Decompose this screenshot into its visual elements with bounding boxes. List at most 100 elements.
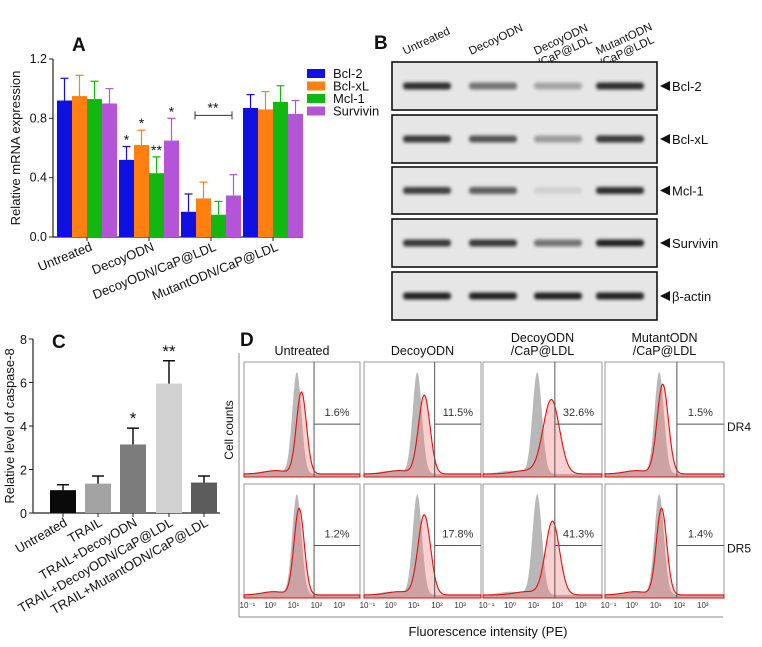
protein-band [469, 239, 517, 247]
protein-band [596, 292, 644, 300]
protein-label: Mcl-1 [672, 184, 704, 199]
sample-histogram [482, 520, 603, 599]
significance-star: ** [208, 99, 219, 115]
bar [149, 173, 164, 237]
gate-percentage: 17.8% [442, 529, 473, 541]
significance-star: ** [151, 142, 162, 158]
sample-histogram [604, 383, 725, 478]
gate-percentage: 1.2% [324, 529, 349, 541]
significance-star: * [124, 132, 130, 148]
histogram-plot: 1.6% [243, 361, 361, 478]
gate-percentage: 11.5% [443, 407, 474, 419]
control-histogram [483, 494, 602, 598]
control-histogram [605, 494, 724, 598]
y-tick-label: 8 [20, 333, 27, 347]
panel-label-b: B [374, 33, 388, 54]
protein-band [596, 239, 644, 247]
bar [85, 483, 111, 513]
y-tick-label: 0 [20, 507, 27, 521]
protein-band [403, 135, 451, 143]
protein-band [403, 239, 451, 247]
sample-histogram [243, 507, 361, 599]
protein-band [469, 187, 517, 194]
y-tick-label: 2 [20, 464, 27, 478]
control-histogram [364, 372, 481, 477]
protein-label: Bcl-xL [672, 132, 708, 147]
row-label: DR5 [727, 541, 751, 555]
bar [156, 383, 182, 513]
x-tick-label: 10⁰ [264, 601, 276, 610]
gate-percentage: 41.3% [563, 529, 594, 541]
y-tick-label: 0.0 [30, 230, 47, 244]
bar [57, 100, 72, 238]
sample-histogram [243, 391, 361, 478]
control-histogram [244, 372, 360, 477]
bar [211, 214, 226, 237]
significance-star: * [169, 103, 175, 119]
panel-label-c: C [52, 332, 66, 353]
column-title: DecoyODN [391, 344, 454, 358]
y-tick-label: 1.2 [30, 52, 47, 66]
x-tick-label: 10² [551, 601, 563, 610]
sample-histogram [482, 398, 603, 478]
bar [181, 211, 196, 237]
column-title: /CaP@LDL [633, 344, 696, 358]
significance-star: * [130, 409, 137, 428]
column-title: Untreated [275, 344, 330, 358]
panel-b-western-blot: B Untreated DecoyODN DecoyODN/CaP@LDL Mutant… [374, 21, 718, 321]
x-tick-label: 10⁰ [504, 601, 516, 610]
x-tick-label: 10¹ [408, 601, 420, 610]
histogram-plot: 41.3% [482, 483, 603, 599]
gate-percentage: 32.6% [563, 407, 594, 419]
x-tick-label: 10² [673, 601, 685, 610]
legend-label: Bcl-2 [333, 66, 363, 81]
protein-label: Survivin [672, 236, 718, 251]
legend-label: Mcl-1 [333, 91, 365, 106]
protein-band [469, 292, 517, 300]
histogram-plot: 1.4% [604, 483, 725, 599]
y-axis-label: Relative mRNA expression [8, 71, 23, 226]
protein-band [403, 187, 451, 194]
protein-band [469, 82, 517, 90]
panel-a: A 0.0 0.4 0.8 1.2 Relative mRNA expression Unt… [8, 35, 379, 303]
histogram-plot: 11.5% [363, 361, 482, 478]
arrowhead-icon [660, 81, 670, 91]
control-histogram [605, 372, 724, 477]
significance-star: * [139, 115, 145, 131]
arrowhead-icon [660, 291, 670, 301]
control-histogram [364, 494, 481, 598]
lane-label: DecoyODN [467, 22, 525, 57]
protein-band [403, 82, 451, 90]
bar [226, 195, 241, 237]
protein-band [534, 187, 582, 194]
legend-swatch [307, 69, 325, 78]
x-axis-label: Fluorescence intensity (PE) [409, 624, 568, 639]
protein-band [534, 135, 582, 143]
sample-histogram [604, 507, 725, 599]
x-tick-label: 10⁰ [385, 601, 397, 610]
protein-band [469, 135, 517, 143]
sample-histogram [363, 514, 482, 599]
plot-frame [363, 361, 482, 478]
bar [50, 490, 76, 513]
x-tick-label: Untreated [36, 239, 95, 274]
x-tick-label: 10² [431, 601, 443, 610]
arrowhead-icon [660, 134, 670, 144]
x-tick-label: 10³ [697, 601, 709, 610]
protein-band [596, 187, 644, 194]
column-title: DecoyODN [511, 331, 574, 345]
significance-star: ** [162, 342, 176, 361]
arrowhead-icon [660, 185, 670, 196]
y-tick-label: 4 [20, 420, 27, 434]
panel-label-d: D [240, 330, 254, 351]
lane-label: Untreated [401, 25, 452, 57]
bar [258, 109, 273, 237]
bar [288, 113, 303, 237]
column-title: MutantODN [632, 331, 698, 345]
histogram-plot: 1.2% [243, 483, 361, 599]
bar [134, 145, 149, 237]
legend-swatch [307, 81, 325, 91]
control-histogram [244, 494, 360, 598]
y-tick-label: 0.8 [30, 111, 47, 125]
